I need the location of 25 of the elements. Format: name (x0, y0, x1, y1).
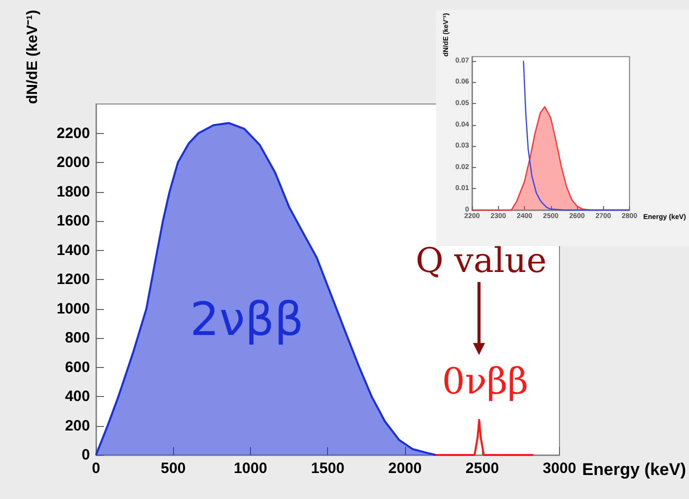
y-tick-label: 0 (82, 446, 90, 464)
y-tick-label: 1000 (56, 300, 90, 318)
x-tick-label: 2500 (466, 460, 499, 477)
x-tick-label: 0 (92, 460, 100, 477)
series-label: 0νββ (442, 361, 528, 402)
annotation: Q value (416, 240, 547, 281)
x-tick-label: 3000 (542, 460, 576, 477)
y-tick-label: 2000 (56, 154, 90, 171)
y-tick-label: 2200 (56, 124, 90, 142)
y-tick-label: 1600 (56, 212, 90, 230)
y-tick-label: 600 (64, 358, 90, 376)
line-series (522, 60, 630, 211)
y-tick-label: 1400 (56, 242, 90, 259)
x-tick-label: 1000 (234, 460, 268, 477)
x-tick-label: 1500 (311, 460, 344, 477)
y-axis-title: dN/dE (keV⁻¹) (24, 10, 41, 104)
y-tick-label: 800 (64, 330, 90, 346)
x-axis-title: Energy (keV) (582, 460, 686, 479)
series-label: 2νββ (190, 292, 304, 346)
y-tick-label: 1200 (56, 271, 90, 288)
y-tick-label: 400 (64, 388, 90, 405)
y-tick-label: 1800 (56, 183, 90, 200)
x-tick-label: 500 (160, 460, 186, 477)
x-tick-label: 2000 (388, 460, 422, 477)
y-tick-label: 200 (64, 417, 90, 434)
